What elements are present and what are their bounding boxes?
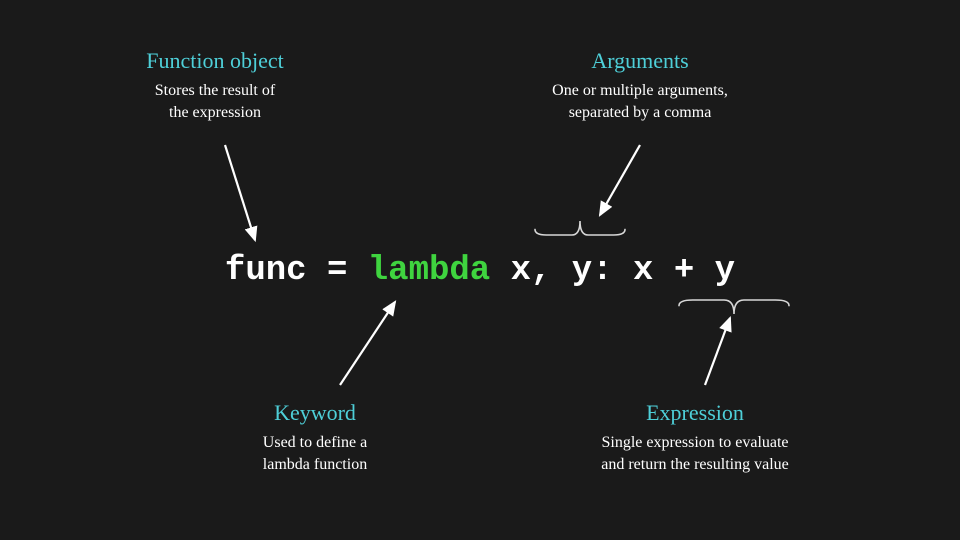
- annotation-expression: Expression Single expression to evaluate…: [545, 400, 845, 475]
- token-lambda: lambda: [368, 252, 490, 290]
- arrow-arguments: [600, 145, 640, 215]
- annotation-title: Keyword: [205, 400, 425, 426]
- annotation-arguments: Arguments One or multiple arguments, sep…: [490, 48, 790, 123]
- annotation-desc-line: lambda function: [263, 456, 367, 473]
- annotation-title: Function object: [95, 48, 335, 74]
- annotation-desc-line: the expression: [169, 104, 261, 121]
- code-line: func = lambda x, y: x + y: [0, 252, 960, 290]
- arrow-expression: [705, 318, 730, 385]
- token-args: x, y: [511, 252, 593, 290]
- annotation-desc-line: and return the resulting value: [601, 456, 789, 473]
- annotation-desc-line: Used to define a: [263, 434, 367, 451]
- token-func: func: [225, 252, 307, 290]
- arrow-function-object: [225, 145, 255, 240]
- annotation-keyword: Keyword Used to define a lambda function: [205, 400, 425, 475]
- annotation-desc: Single expression to evaluate and return…: [545, 432, 845, 475]
- annotation-desc: Stores the result of the expression: [95, 80, 335, 123]
- annotation-desc: Used to define a lambda function: [205, 432, 425, 475]
- annotation-function-object: Function object Stores the result of the…: [95, 48, 335, 123]
- token-colon: :: [592, 252, 633, 290]
- token-expr: x + y: [633, 252, 735, 290]
- annotation-title: Arguments: [490, 48, 790, 74]
- annotation-desc-line: Stores the result of: [155, 82, 275, 99]
- token-assign: =: [307, 252, 368, 290]
- annotation-desc: One or multiple arguments, separated by …: [490, 80, 790, 123]
- annotation-desc-line: One or multiple arguments,: [552, 82, 728, 99]
- annotation-desc-line: Single expression to evaluate: [601, 434, 788, 451]
- token-space: [490, 252, 510, 290]
- annotation-desc-line: separated by a comma: [569, 104, 712, 121]
- brace-args-top: [535, 221, 625, 235]
- annotation-title: Expression: [545, 400, 845, 426]
- brace-expr-bottom: [679, 300, 789, 314]
- arrow-keyword: [340, 302, 395, 385]
